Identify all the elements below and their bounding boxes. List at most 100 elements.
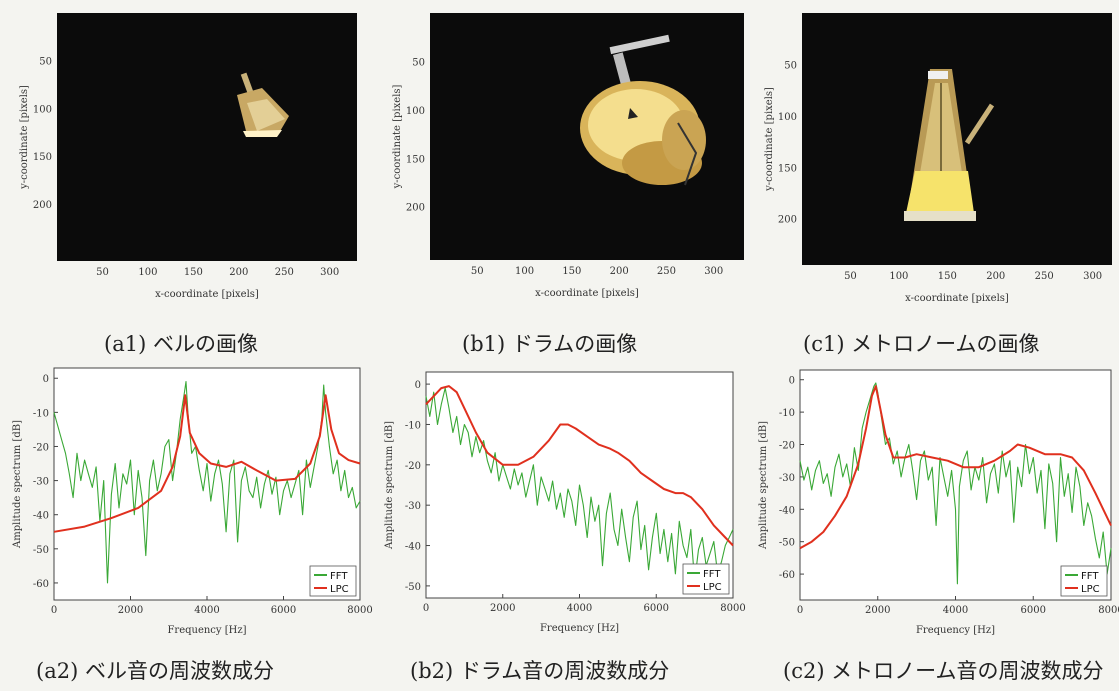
y-tick-label: -10: [405, 420, 421, 431]
chart-c2: 0 2000 4000 6000 8000 0 -10 -20 -30 -40 -50 -60 Freq…: [758, 369, 1119, 636]
image-panel-a1: 50 100 150 200 250 300 50 100 150 200 x-coordinate…: [0, 0, 370, 356]
y-tick-label: -40: [33, 511, 49, 522]
image-panel-b1: 50 100 150 200 250 300 50 100 150 200 x-coordinate…: [372, 0, 747, 356]
y-tick-label: -50: [405, 582, 421, 593]
plot-area: [53, 367, 361, 601]
x-tick-label: 6000: [644, 603, 669, 614]
x-tick-label: 50: [96, 267, 109, 278]
x-tick-label: 8000: [720, 603, 745, 614]
x-tick-label: 0: [51, 605, 57, 616]
y-tick-label: 200: [33, 200, 52, 211]
spectrum-plot-b2: 0 2000 4000 6000 8000 0 -10 -20 -30 -40 -50 Frequen…: [372, 360, 747, 691]
y-tick-label: -20: [33, 442, 49, 453]
y-tick-label: 50: [39, 57, 52, 68]
y-tick-label: 100: [778, 112, 797, 123]
series-line-lpc: [799, 385, 1112, 550]
x-tick-label: 4000: [943, 605, 968, 616]
x-tick-label: 6000: [271, 605, 296, 616]
x-axis-label: Frequency [Hz]: [167, 625, 246, 636]
x-tick-label: 250: [1035, 271, 1054, 282]
y-axis-label: Amplitude spectrum [dB]: [12, 420, 23, 549]
x-axis-label: x-coordinate [pixels]: [905, 293, 1009, 304]
legend-label-fft: FFT: [703, 569, 721, 580]
x-axis-label: x-coordinate [pixels]: [155, 289, 259, 300]
x-tick-label: 50: [471, 266, 484, 277]
x-tick-label: 8000: [347, 605, 372, 616]
y-tick-label: -20: [779, 441, 795, 452]
y-tick-label: 200: [778, 215, 797, 226]
caption-a2: (a2) ベル音の周波数成分: [36, 659, 274, 683]
x-tick-label: 0: [797, 605, 803, 616]
chart-b2: 0 2000 4000 6000 8000 0 -10 -20 -30 -40 -50 Frequen…: [384, 371, 746, 634]
metronome-image: [802, 13, 1112, 265]
bell-image: [57, 13, 357, 261]
x-tick-label: 8000: [1098, 605, 1119, 616]
legend-label-fft: FFT: [1081, 571, 1099, 582]
y-tick-label: -40: [779, 505, 795, 516]
legend-box: [1060, 565, 1108, 597]
x-tick-label: 150: [562, 266, 581, 277]
drum-drawing: [580, 34, 706, 186]
y-tick-label: -50: [779, 538, 795, 549]
y-tick-label: -10: [779, 408, 795, 419]
legend: FFT LPC: [309, 565, 357, 597]
x-tick-label: 300: [704, 266, 723, 277]
x-tick-label: 250: [275, 267, 294, 278]
caption-b1: (b1) ドラムの画像: [462, 332, 638, 356]
axes-c1: 50 100 150 200 250 300 50 100 150 200 x-coordinate…: [764, 60, 1102, 304]
x-tick-label: 2000: [865, 605, 890, 616]
y-tick-label: 150: [406, 154, 425, 165]
x-tick-label: 150: [938, 271, 957, 282]
image-panel-c1: 50 100 150 200 250 300 50 100 150 200 x-coordinate…: [747, 0, 1119, 356]
x-tick-label: 200: [229, 267, 248, 278]
y-axis-label: Amplitude spectrum [dB]: [384, 421, 395, 550]
y-tick-label: 50: [412, 57, 425, 68]
x-tick-label: 6000: [1021, 605, 1046, 616]
y-tick-label: -30: [405, 501, 421, 512]
y-tick-label: 0: [43, 374, 49, 385]
legend-box: [309, 565, 357, 597]
y-tick-label: 0: [415, 380, 421, 391]
spectrum-plot-a2: 0 2000 4000 6000 8000 0 -10 -20 -30 -40 -50 -60 Freq…: [0, 360, 375, 691]
x-tick-label: 200: [986, 271, 1005, 282]
x-tick-label: 100: [889, 271, 908, 282]
chart-a2: 0 2000 4000 6000 8000 0 -10 -20 -30 -40 -50 -60 Freq…: [12, 367, 373, 636]
legend-box: [682, 563, 730, 595]
bell-drawing: [237, 72, 289, 137]
y-axis-label: Amplitude spectrum [dB]: [758, 421, 769, 550]
x-tick-label: 100: [138, 267, 157, 278]
x-axis-label: x-coordinate [pixels]: [535, 288, 639, 299]
y-tick-label: 100: [33, 104, 52, 115]
y-tick-label: -60: [33, 579, 49, 590]
x-tick-label: 200: [610, 266, 629, 277]
legend: FFT LPC: [682, 563, 730, 595]
series-line-fft: [53, 381, 361, 584]
metronome-drawing: [904, 69, 995, 221]
y-tick-label: 200: [406, 203, 425, 214]
y-tick-label: 0: [789, 376, 795, 387]
series-line-lpc: [425, 385, 734, 547]
x-tick-label: 0: [423, 603, 429, 614]
x-axis-label: Frequency [Hz]: [916, 625, 995, 636]
x-tick-label: 50: [844, 271, 857, 282]
series-line-lpc: [53, 394, 361, 533]
y-tick-label: -60: [779, 570, 795, 581]
y-tick-label: -20: [405, 461, 421, 472]
legend: FFT LPC: [1060, 565, 1108, 597]
caption-c1: (c1) メトロノームの画像: [803, 332, 1040, 356]
x-tick-label: 100: [515, 266, 534, 277]
x-tick-label: 300: [320, 267, 339, 278]
spectrum-plot-c2: 0 2000 4000 6000 8000 0 -10 -20 -30 -40 -50 -60 Freq…: [747, 360, 1119, 691]
y-tick-label: -30: [779, 473, 795, 484]
y-tick-label: -40: [405, 542, 421, 553]
y-tick-label: 150: [778, 163, 797, 174]
y-tick-label: -10: [33, 408, 49, 419]
series-line-fft: [425, 387, 734, 583]
caption-a1: (a1) ベルの画像: [104, 332, 258, 356]
x-tick-label: 4000: [567, 603, 592, 614]
y-tick-label: -30: [33, 477, 49, 488]
axes-a1: 50 100 150 200 250 300 50 100 150 200 x-coordinate…: [19, 57, 339, 300]
x-tick-label: 4000: [194, 605, 219, 616]
x-tick-label: 150: [184, 267, 203, 278]
series-line-fft: [799, 382, 1112, 585]
